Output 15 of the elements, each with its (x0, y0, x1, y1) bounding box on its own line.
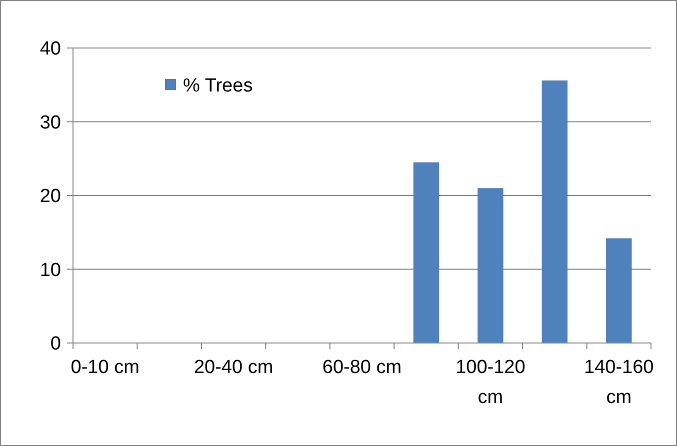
x-tick-label: 0-10 cm (70, 357, 140, 378)
y-tick-label: 40 (40, 38, 61, 60)
bar (542, 80, 568, 343)
y-tick-label: 10 (40, 260, 61, 281)
x-tick-label: 60-80 cm (322, 357, 402, 378)
bar (478, 188, 504, 343)
bar (606, 238, 632, 343)
y-tick-label: 30 (40, 112, 61, 134)
x-tick-label: 100-120 cm (456, 357, 526, 408)
x-tick-label: 140-160 cm (584, 357, 654, 408)
bar (413, 162, 440, 343)
legend-label: % Trees (183, 76, 253, 97)
y-tick-label: 0 (50, 334, 61, 355)
y-tick-label: 20 (40, 186, 61, 208)
x-tick-label: 20-40 cm (194, 357, 274, 378)
